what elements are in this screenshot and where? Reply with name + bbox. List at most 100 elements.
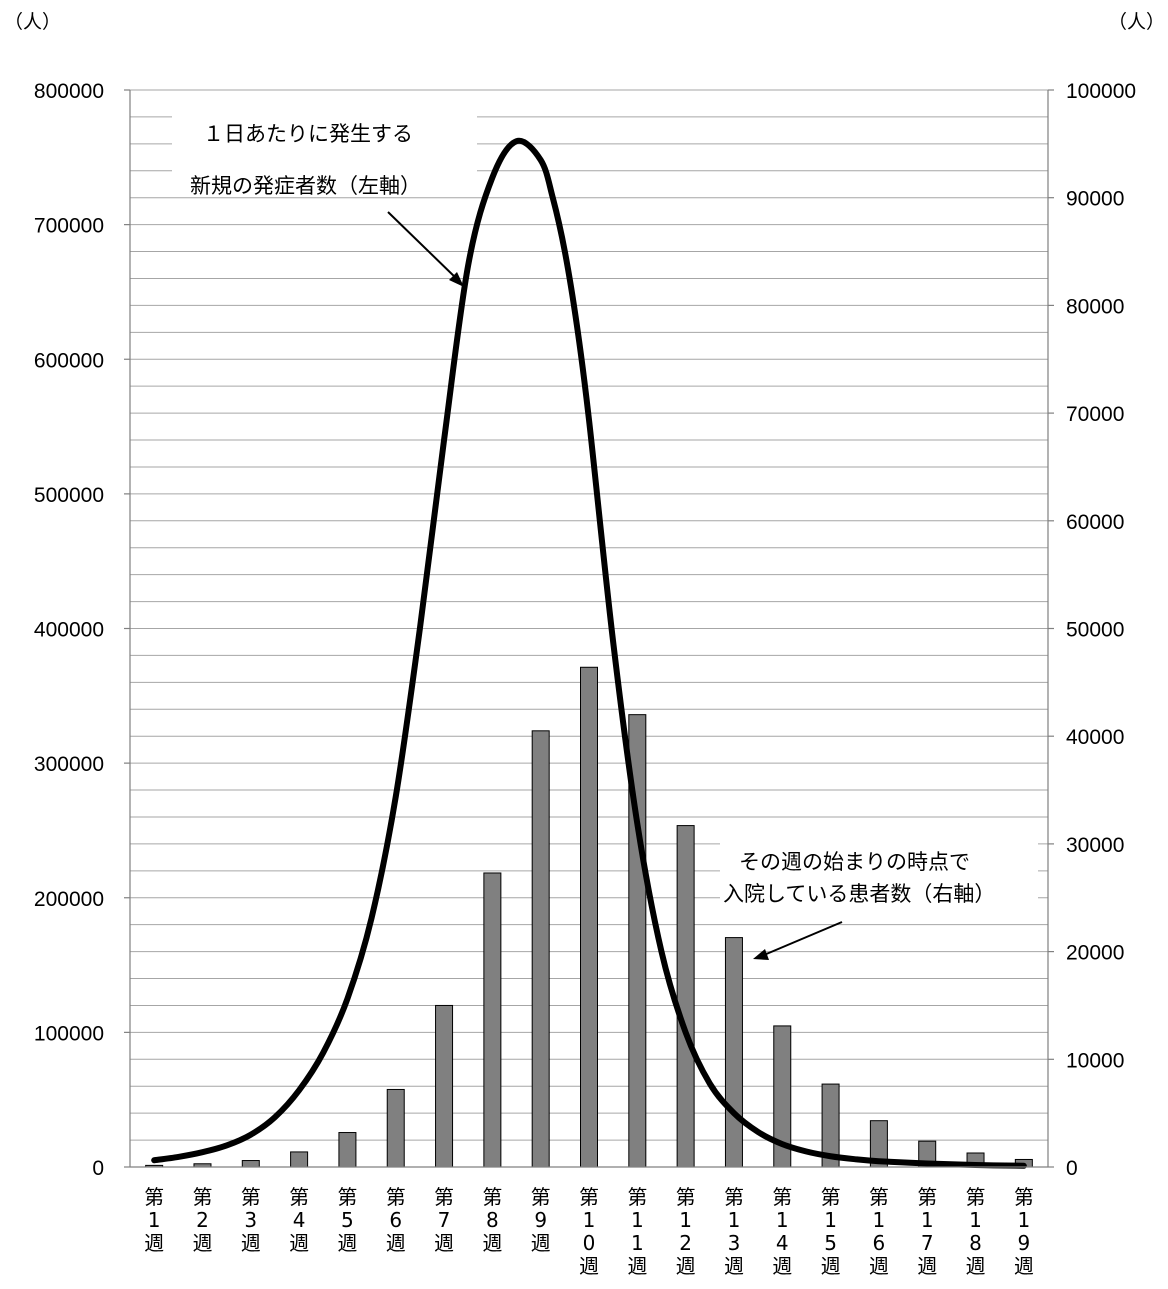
bar [483,872,502,1168]
category-glyph: 1 [148,1208,161,1232]
category-glyph: 第 [337,1185,357,1209]
category-glyph: 週 [144,1231,164,1255]
category-glyph: 1 [583,1208,596,1232]
category-glyph: 1 [969,1208,982,1232]
left-tick-label: 100000 [34,1022,104,1045]
left-tick-label: 0 [92,1157,104,1180]
category-glyph: 2 [679,1231,692,1255]
category-glyph: 7 [438,1208,451,1232]
category-glyph: 第 [966,1185,986,1209]
left-tick-label: 200000 [34,888,104,911]
category-glyph: 9 [534,1208,547,1232]
bar [676,825,695,1168]
category-glyph: 週 [241,1231,261,1255]
annotation-backdrop [172,112,477,196]
bar [241,1160,260,1168]
category-glyph: 週 [772,1254,792,1278]
left-axis-tick-labels: 0 100000 200000 300000 400000 500000 600000 700… [34,80,104,1180]
annotation-backdrop [720,842,1038,910]
bar [338,1132,357,1168]
line-annotation-line1: １日あたりに発生する [203,122,413,146]
category-glyph: 9 [1017,1231,1030,1255]
left-tick-label: 300000 [34,753,104,776]
category-glyph: 第 [434,1185,454,1209]
category-glyph: 第 [917,1185,937,1209]
bar [435,1004,454,1168]
category-glyph: 週 [434,1231,454,1255]
category-label: 第5週 [337,1185,357,1255]
category-glyph: 7 [921,1231,934,1255]
category-glyph: 3 [244,1208,257,1232]
bar-series [145,666,1033,1168]
category-glyph: 週 [676,1254,696,1278]
category-glyph: 1 [824,1208,837,1232]
category-glyph: 第 [386,1185,406,1209]
left-axis-unit: （人） [4,11,61,33]
category-glyph: 4 [776,1231,789,1255]
category-glyph: 1 [679,1208,692,1232]
bar-annotation-line1: その週の始まりの時点で [739,850,970,874]
right-tick-label: 40000 [1066,726,1124,749]
category-glyph: 週 [386,1231,406,1255]
line-annotation-arrow [387,211,459,281]
bar [386,1088,405,1168]
right-axis-unit: （人） [1108,11,1165,33]
left-tick-label: 400000 [34,619,104,642]
category-glyph: 週 [531,1231,551,1255]
category-glyph: 第 [772,1185,792,1209]
right-tick-label: 10000 [1066,1049,1124,1072]
category-glyph: 1 [631,1231,644,1255]
category-glyph: 第 [1014,1185,1034,1209]
category-glyph: 第 [821,1185,841,1209]
category-glyph: 第 [192,1185,212,1209]
category-glyph: 3 [728,1231,741,1255]
category-glyph: 週 [579,1254,599,1278]
category-glyph: 8 [969,1231,982,1255]
category-glyph: 第 [482,1185,502,1209]
left-tick-label: 700000 [34,215,104,238]
axes [124,89,1054,1168]
right-tick-label: 100000 [1066,80,1136,103]
bar-annotation-arrow [763,921,843,956]
category-glyph: 週 [724,1254,744,1278]
category-glyph: 週 [337,1231,357,1255]
right-axis-tick-labels: 0 10000 20000 30000 40000 50000 60000 70000 8000… [1066,80,1136,1180]
category-label: 第6週 [386,1185,406,1255]
category-glyph: 週 [869,1254,889,1278]
category-glyph: 週 [966,1254,986,1278]
category-glyph: 1 [728,1208,741,1232]
line-annotation-arrowhead [449,272,464,287]
right-tick-label: 0 [1066,1157,1078,1180]
category-label: 第8週 [482,1185,502,1255]
category-glyph: 週 [917,1254,937,1278]
line-annotation-line2: 新規の発症者数（左軸） [190,174,421,198]
category-glyph: 8 [486,1208,499,1232]
category-glyph: 週 [627,1254,647,1278]
category-glyph: 1 [776,1208,789,1232]
category-glyph: 第 [676,1185,696,1209]
category-glyph: 週 [821,1254,841,1278]
bar [531,730,550,1168]
category-glyph: 1 [1017,1208,1030,1232]
category-glyph: 第 [289,1185,309,1209]
category-glyph: 第 [724,1185,744,1209]
bar-annotation-line2: 入院している患者数（右軸） [723,882,995,906]
left-tick-label: 600000 [34,349,104,372]
category-glyph: 週 [1014,1254,1034,1278]
bar [580,666,598,1168]
category-label: 第1週 [144,1185,164,1255]
right-tick-label: 70000 [1066,403,1124,426]
category-glyph: 1 [873,1208,886,1232]
category-glyph: 第 [531,1185,551,1209]
category-label: 第4週 [289,1185,309,1255]
left-tick-label: 500000 [34,484,104,507]
